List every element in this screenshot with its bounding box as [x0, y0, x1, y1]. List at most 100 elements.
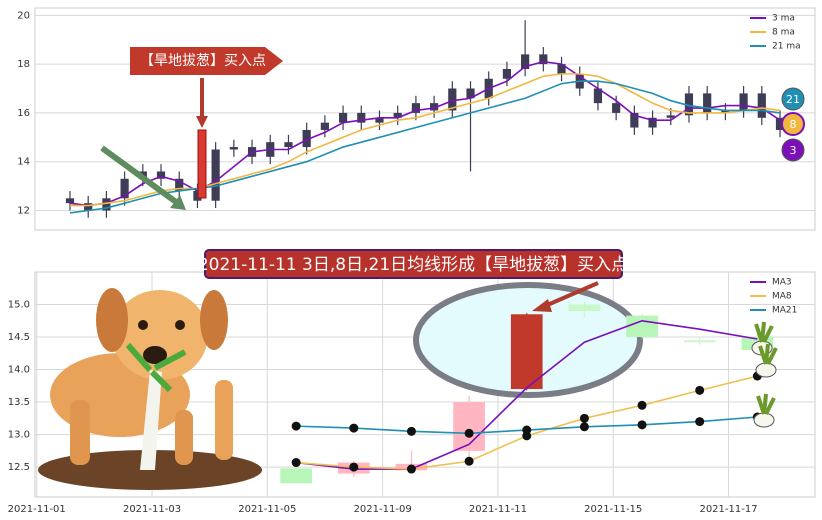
bottom-title: 2021-11-11 3日,8日,21日均线形成【旱地拔葱】买入点 [198, 255, 628, 275]
candle-body [338, 112, 348, 123]
candle-body [448, 88, 457, 111]
candle-body [775, 117, 785, 130]
down-arrow-head [196, 116, 208, 128]
candle-body [630, 112, 639, 128]
ma-marker [406, 464, 416, 474]
badge-label: 3 [790, 144, 797, 157]
candle-body [453, 402, 485, 451]
bottom-chart: MA3 MA8 MA21 [280, 278, 797, 484]
x-tick-label: 2021-11-11 [469, 504, 527, 515]
candle-body [521, 54, 530, 69]
candle-body [666, 115, 675, 118]
ma-marker [637, 420, 647, 430]
ma-marker [579, 422, 589, 432]
candle-body [739, 93, 748, 111]
candle-body [375, 117, 384, 123]
y-tick-label: 14.0 [8, 365, 30, 376]
ma-marker [291, 421, 301, 431]
candle-body [430, 103, 439, 111]
candle-body [411, 103, 420, 113]
legend-label: 3 ma [772, 14, 795, 24]
x-tick-label: 2021-11-05 [238, 504, 296, 515]
candle-body [510, 314, 543, 390]
candle-body [684, 93, 694, 116]
legend-label: MA21 [772, 306, 797, 316]
candle-body [593, 88, 603, 104]
candle-body [557, 64, 566, 74]
trend-arrow [100, 145, 178, 205]
x-tick-label: 2021-11-09 [354, 504, 412, 515]
legend-label: 21 ma [772, 42, 801, 52]
legend-label: MA3 [772, 278, 792, 288]
ma-marker [349, 423, 359, 433]
ma-marker [349, 462, 359, 472]
candle-body [302, 129, 311, 148]
candle-body [721, 110, 730, 113]
x-tick-label: 2021-11-15 [584, 504, 642, 515]
x-tick-label: 2021-11-17 [699, 504, 757, 515]
y-tick-label: 16 [17, 108, 30, 119]
ma-marker [406, 426, 416, 436]
badge-label: 8 [790, 118, 797, 131]
candle-body [65, 198, 75, 204]
candle-body [648, 117, 657, 128]
badge [781, 138, 805, 162]
candle-body [84, 203, 93, 211]
candle-body [156, 171, 166, 179]
dog-illustration [38, 288, 262, 490]
ma-marker [695, 385, 705, 395]
ma-marker [464, 428, 474, 438]
badge [781, 112, 805, 136]
candle-body [626, 315, 658, 338]
y-tick-label: 20 [17, 10, 30, 21]
candle-body [466, 88, 475, 99]
candle-body [320, 122, 329, 130]
y-tick-label: 13.0 [8, 430, 30, 441]
trend-arrow-head [170, 195, 186, 210]
candle-body [568, 304, 601, 312]
candle-body [120, 178, 129, 199]
legend-label: 8 ma [772, 28, 795, 38]
bottom-title-box [204, 249, 623, 279]
ma-marker [522, 425, 532, 435]
candle-body [102, 198, 111, 211]
ma-line [296, 319, 758, 470]
ma-line [69, 60, 781, 207]
ma-marker [637, 400, 647, 410]
ma-marker [464, 456, 474, 466]
y-tick-label: 12 [17, 205, 30, 216]
candle-body [683, 340, 716, 343]
candle-body [703, 93, 712, 113]
candle-body [284, 142, 293, 148]
candle-body [612, 103, 621, 113]
callout-text: 【旱地拔葱】买入点 [140, 53, 266, 69]
candle-body [539, 54, 548, 65]
top-chart: 3 ma 8 ma 21 ma [65, 14, 801, 218]
candle-body [175, 178, 184, 191]
candle-body [757, 93, 766, 118]
ma-marker [579, 413, 589, 423]
ma-line [69, 80, 781, 214]
y-tick-label: 13.5 [8, 397, 30, 408]
annotations: 【旱地拔葱】买入点 21 8 3 2021-11-11 3日,8日,21日均线形… [38, 47, 805, 490]
y-tick-label: 14 [17, 157, 30, 168]
legend-label: MA8 [772, 292, 792, 302]
candle-body [280, 468, 313, 484]
ma-marker [291, 458, 301, 468]
badge-label: 21 [786, 93, 800, 106]
ma-line [70, 73, 781, 207]
candle-body [229, 147, 238, 150]
pointer-arrow [544, 281, 599, 308]
y-tick-label: 15.0 [8, 300, 30, 311]
candle-body [211, 149, 220, 201]
badge [781, 87, 805, 111]
candle-body [357, 112, 366, 123]
signal-candle-highlight [197, 129, 207, 199]
callout-arrow-box [130, 47, 283, 75]
candle-body [502, 68, 512, 79]
ma-marker [695, 417, 705, 427]
y-tick-label: 18 [17, 59, 30, 70]
candle-body [393, 112, 402, 118]
pointer-arrow-head [532, 299, 552, 312]
